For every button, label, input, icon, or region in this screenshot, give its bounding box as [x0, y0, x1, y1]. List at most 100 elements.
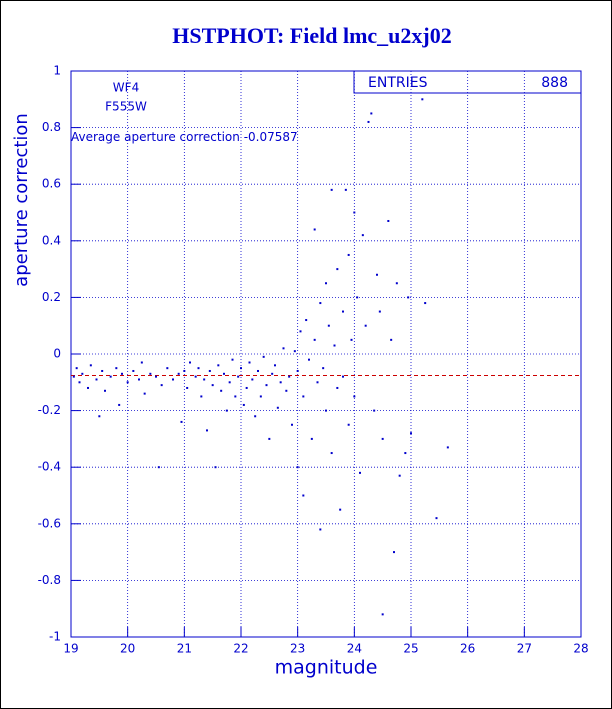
point — [149, 372, 152, 375]
point — [211, 384, 214, 387]
point — [359, 471, 361, 474]
annotation: WF4 — [113, 81, 139, 95]
point — [262, 355, 265, 358]
point — [364, 324, 367, 327]
point — [325, 409, 327, 412]
chart-title: HSTPHOT: Field lmc_u2xj02 — [172, 23, 451, 48]
point — [157, 466, 160, 469]
point — [200, 395, 203, 398]
average-value: -0.07587 — [244, 130, 298, 144]
point — [274, 364, 276, 367]
x-tick-label: 24 — [347, 642, 362, 656]
point — [316, 381, 319, 384]
x-tick-label: 28 — [573, 642, 588, 656]
point — [333, 344, 336, 347]
annotation: F555W — [105, 100, 147, 114]
point — [347, 253, 350, 256]
x-tick-label: 22 — [233, 642, 248, 656]
point — [231, 358, 234, 361]
y-tick-label: 0.8 — [42, 120, 61, 134]
y-tick-label: 0.6 — [42, 177, 61, 191]
point — [398, 474, 401, 477]
point — [424, 302, 427, 305]
point — [78, 381, 81, 384]
point — [126, 381, 129, 384]
point — [381, 613, 384, 616]
point — [265, 384, 268, 387]
point — [121, 372, 123, 375]
point — [115, 367, 118, 370]
point — [435, 517, 438, 520]
x-tick-label: 23 — [290, 642, 305, 656]
x-tick-label: 27 — [517, 642, 532, 656]
point — [118, 403, 121, 406]
point — [109, 375, 112, 378]
point — [376, 273, 378, 276]
y-tick-label: -0.2 — [38, 403, 61, 417]
point — [336, 386, 339, 389]
point — [237, 375, 240, 378]
point — [446, 446, 449, 449]
stats-value: 888 — [541, 75, 568, 91]
point — [285, 389, 288, 392]
point — [95, 378, 98, 381]
y-tick-label: -0.8 — [38, 573, 61, 587]
point — [242, 403, 245, 406]
point — [310, 437, 313, 440]
point — [373, 409, 376, 412]
point — [339, 508, 342, 511]
point — [327, 324, 330, 327]
point — [330, 188, 333, 191]
point — [234, 395, 237, 398]
point — [356, 296, 359, 299]
point — [197, 367, 200, 370]
plot-frame — [70, 70, 582, 638]
point — [291, 423, 293, 426]
point — [390, 338, 393, 341]
point — [183, 369, 186, 372]
y-tick-label: -0.6 — [38, 516, 61, 530]
point — [370, 112, 373, 115]
point — [89, 364, 92, 367]
average-label: Average aperture correction — [71, 130, 240, 144]
x-tick-label: 19 — [63, 642, 78, 656]
point — [296, 466, 299, 469]
x-tick-label: 20 — [120, 642, 135, 656]
point — [342, 310, 344, 313]
point — [220, 389, 223, 392]
point — [293, 350, 296, 353]
point — [302, 494, 305, 497]
x-axis-label: magnitude — [275, 657, 378, 679]
point — [353, 211, 356, 214]
point — [186, 386, 189, 389]
point — [330, 452, 333, 455]
point — [138, 378, 140, 381]
point — [240, 367, 242, 370]
y-axis-label: aperture correction — [11, 113, 32, 287]
point — [302, 395, 305, 398]
point — [378, 310, 381, 313]
point — [279, 381, 282, 384]
point — [350, 338, 353, 341]
point — [104, 389, 106, 392]
point — [381, 437, 384, 440]
point — [361, 234, 364, 237]
point — [217, 364, 220, 367]
point — [268, 437, 271, 440]
point — [393, 551, 395, 554]
y-tick-label: 0.4 — [42, 233, 61, 247]
point — [305, 319, 308, 322]
point — [248, 361, 251, 364]
point — [325, 282, 327, 285]
point — [223, 372, 225, 375]
point — [299, 330, 302, 333]
point — [395, 282, 398, 285]
x-tick-label: 26 — [460, 642, 475, 656]
point — [336, 268, 339, 271]
point — [140, 361, 143, 364]
point — [251, 378, 254, 381]
point — [404, 452, 407, 455]
point — [254, 415, 257, 418]
point — [319, 528, 322, 531]
